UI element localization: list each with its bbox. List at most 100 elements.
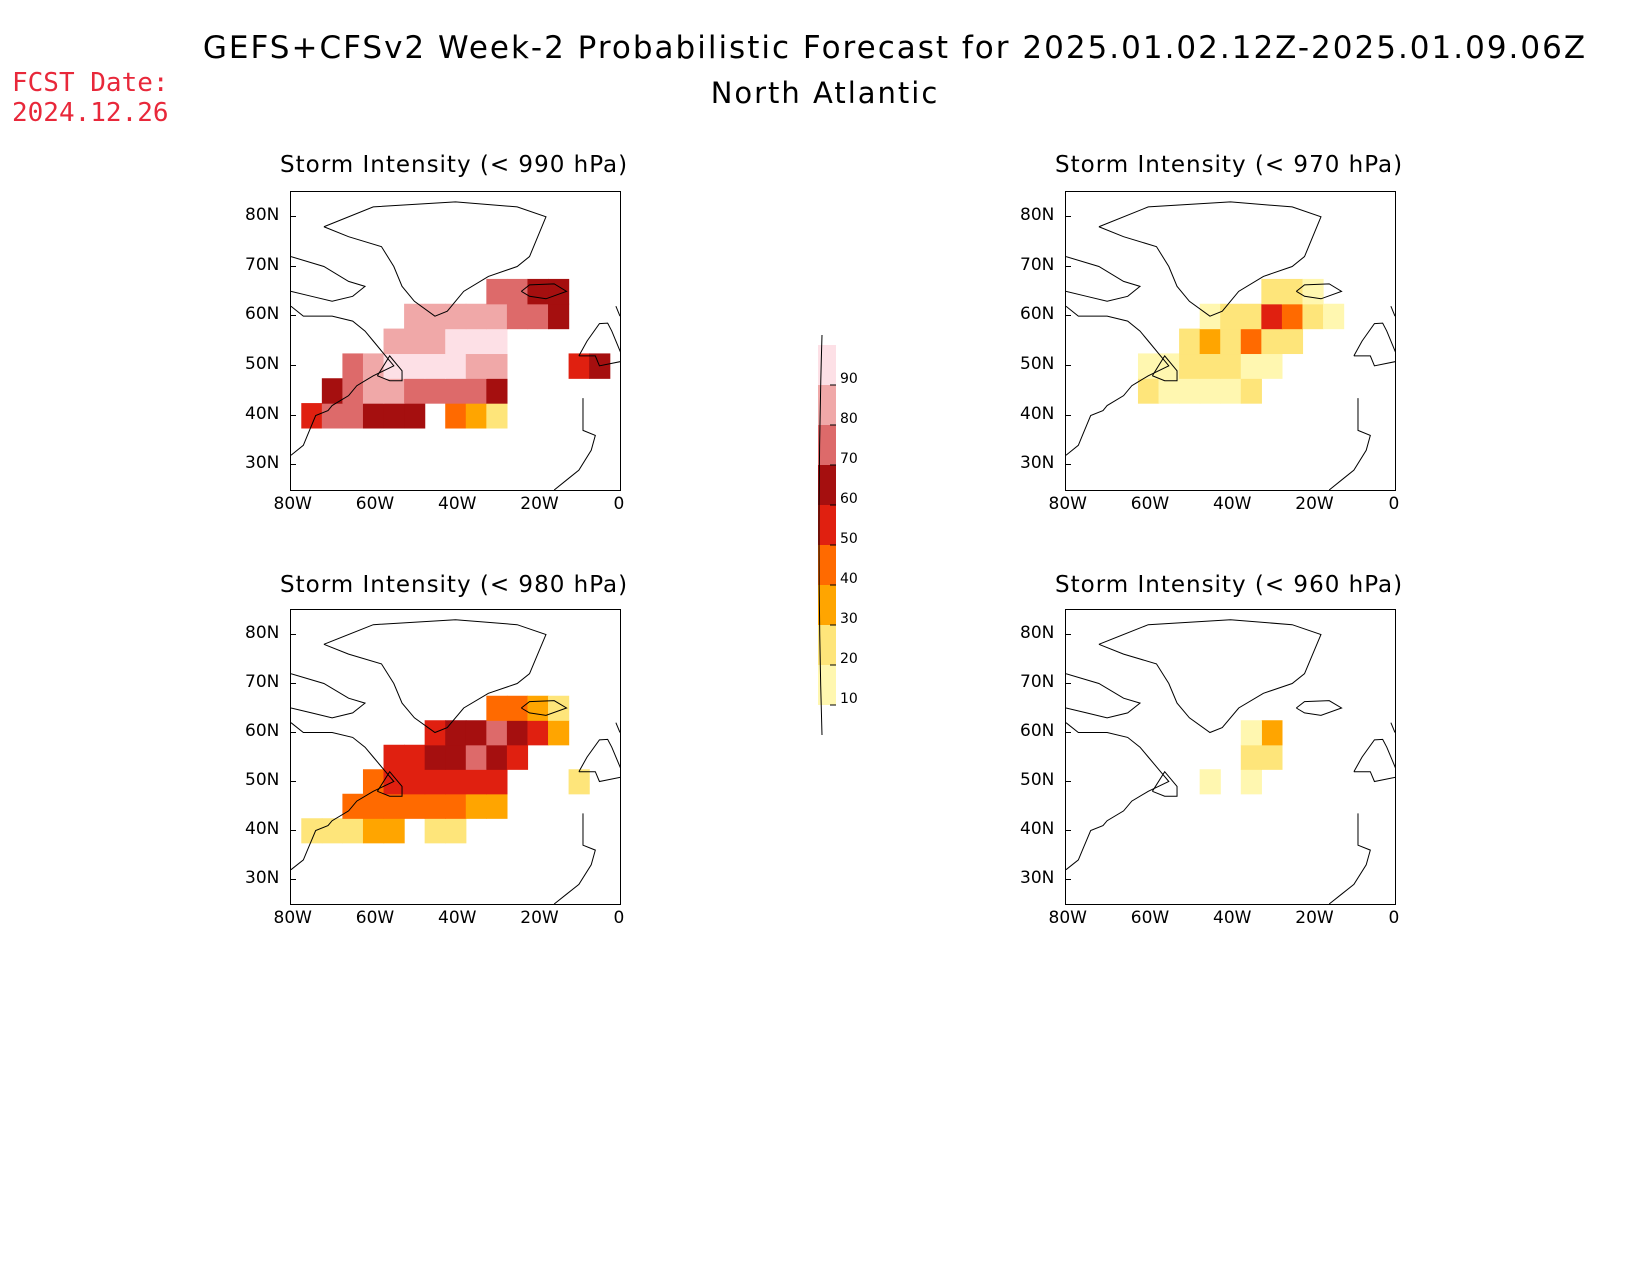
coastline	[1151, 770, 1178, 797]
lat-tick-label: 60N	[1020, 720, 1055, 741]
coastline	[520, 283, 568, 300]
probability-cell	[342, 353, 364, 379]
probability-cell	[548, 303, 570, 330]
probability-cell	[1302, 278, 1324, 305]
probability-cell	[321, 378, 344, 404]
lat-tick-label: 30N	[1020, 453, 1055, 474]
colorbar-swatch	[818, 585, 836, 625]
probability-cell	[486, 378, 508, 404]
probability-cell	[445, 353, 467, 379]
probability-cell	[383, 744, 405, 770]
probability-cell	[404, 769, 426, 795]
probability-cell	[465, 720, 487, 746]
lat-tick-label: 40N	[1020, 818, 1055, 839]
probability-cell	[424, 744, 446, 770]
fcst-date-label: FCST Date:	[12, 68, 169, 98]
lat-tick-mark	[1065, 878, 1071, 880]
coastline	[1066, 256, 1142, 302]
probability-cell	[445, 769, 467, 795]
lat-tick-mark	[1065, 829, 1071, 831]
probability-cell	[404, 403, 426, 429]
probability-cell	[568, 353, 590, 379]
probability-cell	[424, 769, 446, 795]
colorbar-label: 90	[840, 371, 858, 387]
probability-cell	[383, 793, 405, 819]
colorbar-label: 40	[840, 571, 858, 587]
probability-cell	[568, 769, 590, 795]
probability-cell	[1240, 303, 1262, 330]
lat-tick-mark	[290, 464, 296, 466]
probability-cell	[548, 278, 570, 305]
map-panel-980	[290, 609, 621, 905]
lat-tick-mark	[1065, 265, 1071, 267]
lat-tick-mark	[290, 315, 296, 317]
colorbar-label: 70	[840, 451, 858, 467]
colorbar-swatch	[818, 545, 836, 585]
probability-cell	[362, 378, 385, 404]
probability-cell	[362, 793, 385, 819]
lat-tick-label: 50N	[1020, 353, 1055, 374]
coastline	[1066, 722, 1170, 871]
probability-cell	[1261, 353, 1283, 379]
probability-cell	[1261, 720, 1283, 746]
lon-tick-label: 0	[613, 494, 625, 514]
lat-tick-label: 70N	[1020, 671, 1055, 692]
lon-tick-label: 0	[613, 908, 625, 928]
probability-cell	[548, 695, 570, 721]
probability-cell	[486, 303, 508, 330]
colorbar: 10 20 30 40 50 60 70 80 90	[818, 335, 858, 736]
probability-cell	[383, 328, 405, 355]
lat-tick-mark	[1065, 315, 1071, 317]
coastline	[520, 700, 568, 716]
probability-cell	[1240, 744, 1262, 770]
coastline	[1390, 722, 1395, 733]
lat-tick-mark	[290, 682, 296, 684]
lat-tick-label: 60N	[245, 304, 280, 325]
probability-cell	[445, 720, 467, 746]
probability-cell	[1323, 303, 1345, 330]
probability-cell	[362, 818, 385, 844]
probability-cell	[445, 793, 467, 819]
probability-cell	[506, 720, 529, 746]
lat-tick-mark	[290, 265, 296, 267]
probability-cell	[342, 403, 364, 429]
coastline	[1066, 305, 1170, 456]
colorbar-label: 50	[840, 531, 858, 547]
lat-tick-mark	[290, 215, 296, 217]
probability-cell	[1220, 303, 1242, 330]
probability-cell	[404, 328, 426, 355]
lon-tick-label: 80W	[1048, 908, 1087, 928]
probability-cell	[424, 818, 446, 844]
coastline	[1066, 673, 1142, 719]
lat-tick-mark	[1065, 215, 1071, 217]
probability-cell	[465, 353, 487, 379]
lat-tick-label: 80N	[245, 622, 280, 643]
lat-tick-mark	[290, 780, 296, 782]
probability-cell	[321, 818, 344, 844]
lon-tick-label: 20W	[520, 494, 559, 514]
panel-title-970: Storm Intensity (< 970 hPa)	[1055, 152, 1404, 178]
probability-cell	[548, 720, 570, 746]
probability-cell	[486, 744, 508, 770]
probability-cell	[1199, 378, 1221, 404]
probability-cell	[465, 403, 487, 429]
lat-tick-label: 80N	[1020, 204, 1055, 225]
lat-tick-mark	[290, 633, 296, 635]
probability-cell	[465, 744, 487, 770]
probability-cell	[1158, 378, 1180, 404]
probability-cell	[527, 303, 549, 330]
coastline	[323, 619, 547, 734]
lat-tick-label: 70N	[245, 254, 280, 275]
probability-cell	[1137, 378, 1160, 404]
probability-cell	[404, 744, 426, 770]
probability-cell	[1281, 303, 1304, 330]
probability-cell	[424, 793, 446, 819]
colorbar-swatch	[818, 425, 836, 465]
probability-cell	[404, 303, 426, 330]
probability-cell	[1261, 744, 1283, 770]
probability-cell	[1240, 353, 1262, 379]
coastline	[323, 201, 547, 317]
probability-cell	[465, 303, 487, 330]
probability-cell	[321, 403, 344, 429]
coastline	[1151, 355, 1178, 382]
